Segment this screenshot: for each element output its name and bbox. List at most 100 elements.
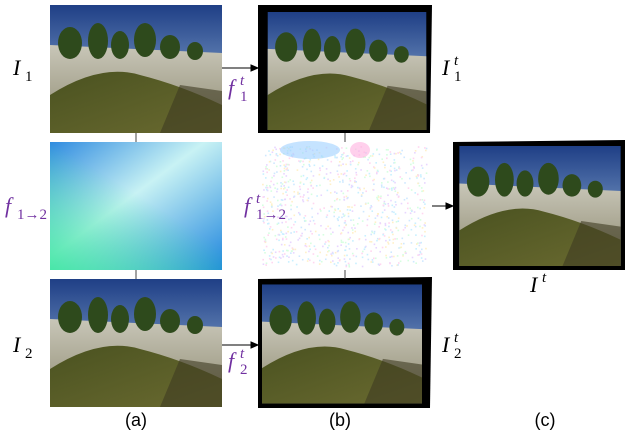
flow-dot [375,221,377,223]
flow-dot [310,185,312,187]
flow-dot [332,232,334,234]
flow-dot [353,219,355,221]
flow-dot [337,220,339,222]
math-label: f1→2 [5,193,47,223]
flow-dot [345,246,347,248]
flow-dot [376,149,378,151]
flow-dot [332,260,334,262]
flow-dot [402,238,404,240]
subscript: 2 [25,346,33,362]
flow-dot [266,172,268,174]
flow-dot [350,161,352,163]
flow-dot [329,180,331,182]
flow-dot [353,255,355,257]
math-label: ft2 [228,346,248,378]
flow-dot [373,179,375,181]
flow-dot [374,231,376,233]
flow-dot [400,246,402,248]
flow-dot [328,245,330,247]
flow-dot [422,260,424,262]
flow-field-overlay [50,142,222,270]
flow-dot [369,173,371,175]
flow-dot [376,240,378,242]
flow-dot [263,263,265,265]
flow-dot [384,235,386,237]
flow-dot [282,183,284,185]
flow-dot [419,208,421,210]
flow-dot [274,173,276,175]
flow-dot [320,194,322,196]
flow-dot [325,258,327,260]
flow-dot [369,241,371,243]
flow-dot [423,178,425,180]
flow-dot [283,256,285,258]
flow-dot [411,218,413,220]
subscript: 1→2 [17,207,47,223]
flow-dot [269,255,271,257]
flow-dot [334,191,336,193]
flow-dot [375,247,377,249]
flow-dot [403,157,405,159]
flow-dot [380,197,382,199]
flow-dot [318,159,320,161]
warped-image [262,284,422,403]
flow-dot [284,244,286,246]
flow-dot [287,169,289,171]
output-image [459,146,620,266]
flow-dot [386,187,388,189]
flow-dot [279,234,281,236]
flow-dot [337,262,339,264]
flow-dot [274,159,276,161]
flow-dot [390,200,392,202]
flow-dot [334,263,336,265]
flow-dot [304,229,306,231]
flow-dot [279,154,281,156]
flow-dot [339,199,341,201]
flow-dot [282,238,284,240]
flow-dot [362,251,364,253]
flow-dot [355,263,357,265]
flow-dot [421,157,423,159]
flow-dot [310,171,312,173]
flow-dot [424,207,426,209]
flow-dot [398,196,400,198]
flow-dot [406,225,408,227]
flow-dot [264,252,266,254]
flow-dot [421,235,423,237]
flow-dot [340,165,342,167]
flow-dot [265,168,267,170]
flow-dot [417,194,419,196]
flow-dot [273,162,275,164]
flow-dot [415,248,417,250]
flow-dot [392,222,394,224]
flow-dot [292,180,294,182]
flow-dot [409,178,411,180]
flow-dot [266,189,268,191]
flow-dot [278,261,280,263]
flow-dot [400,153,402,155]
flow-dot [346,147,348,149]
flow-dot [380,196,382,198]
flow-dot [388,205,390,207]
flow-dot [281,231,283,233]
flow-dot [345,220,347,222]
flow-dot [395,204,397,206]
flow-dot [286,194,288,196]
flow-dot [265,155,267,157]
flow-dot [293,191,295,193]
flow-dot [378,200,380,202]
flow-dot [308,237,310,239]
flow-dot [306,238,308,240]
flow-dot [384,209,386,211]
flow-dot [348,216,350,218]
subscript: 1 [25,69,33,85]
flow-dot [273,175,275,177]
flow-dot [393,256,395,258]
flow-dot [334,157,336,159]
flow-dot [349,206,351,208]
flow-dot [401,178,403,180]
flow-dot [344,173,346,175]
flow-dot [336,157,338,159]
flow-dot [378,196,380,198]
flow-dot [386,216,388,218]
